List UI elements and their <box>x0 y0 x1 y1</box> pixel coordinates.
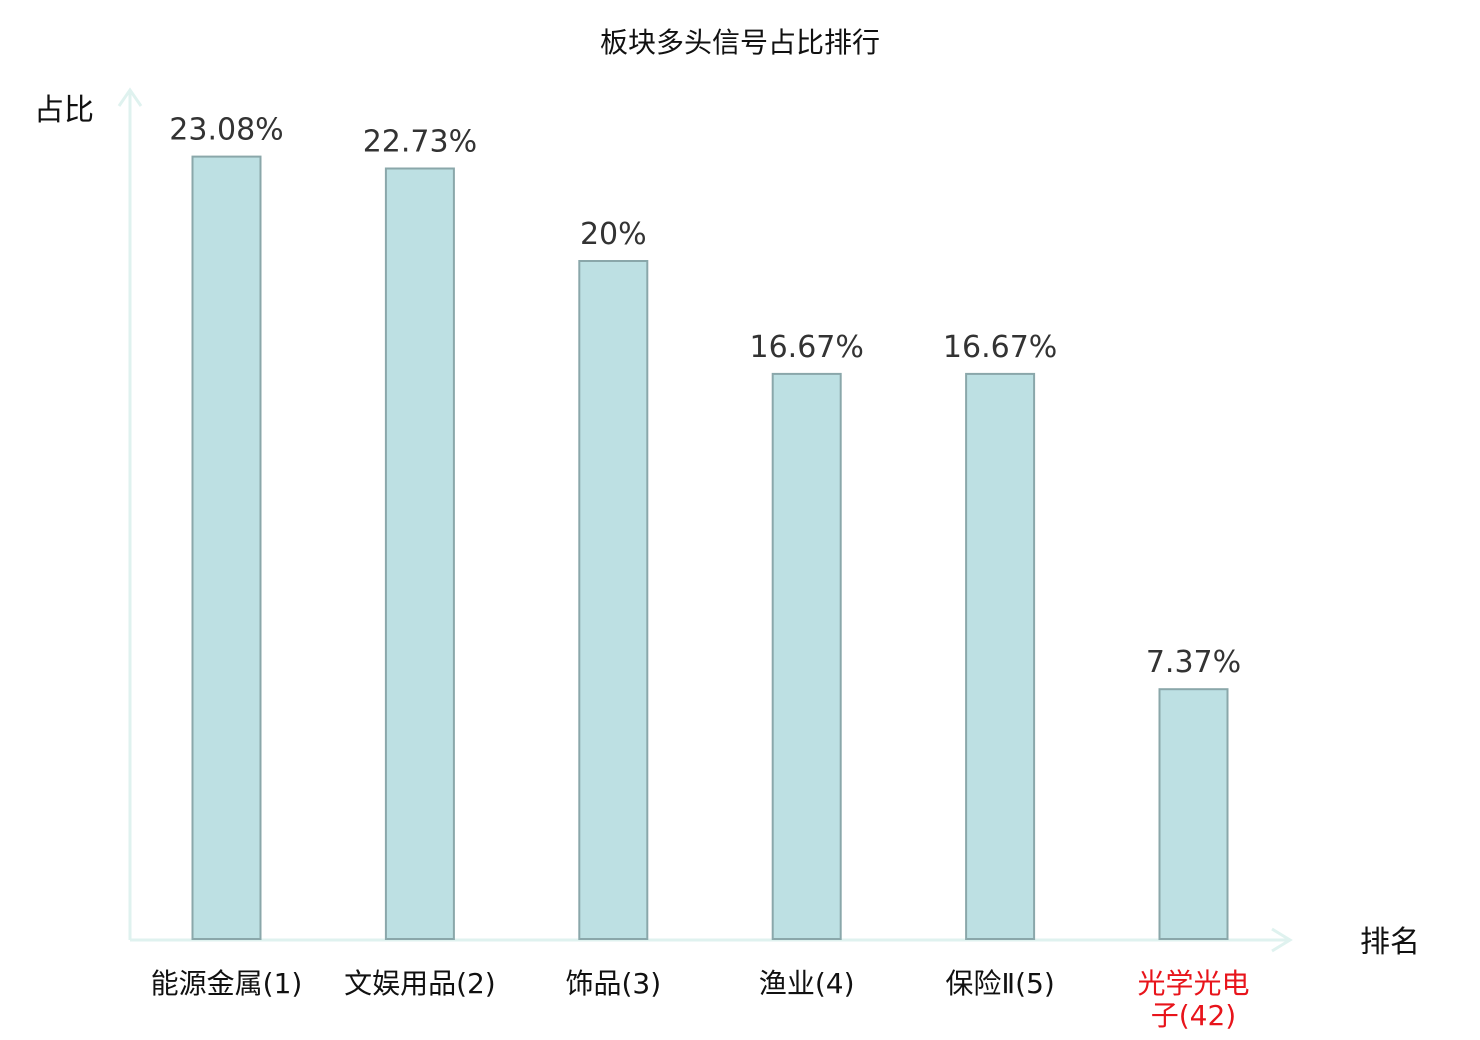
bar <box>191 155 262 941</box>
bar <box>965 372 1036 940</box>
bar <box>771 372 842 940</box>
category-label: 能源金属(1) <box>151 967 303 1000</box>
value-label: 16.67% <box>943 330 1057 365</box>
category-label: 渔业(4) <box>759 967 855 1000</box>
x-axis-arrow-icon <box>1271 927 1293 953</box>
x-axis-label: 排名 <box>1360 925 1420 960</box>
bar <box>578 260 649 940</box>
y-axis-label: 占比 <box>34 93 94 128</box>
value-label: 22.73% <box>363 125 477 160</box>
value-label: 23.08% <box>169 113 283 148</box>
category-label: 饰品(3) <box>565 967 661 1000</box>
bar <box>1158 688 1229 941</box>
category-label: 文娱用品(2) <box>344 967 496 1000</box>
bars-group: 23.08% 能源金属(1) 22.73% 文娱用品(2) 20% 饰品(3) 16.67%… <box>151 113 1250 1032</box>
category-label: 光学光电子(42) <box>1137 967 1249 1032</box>
category-label: 保险Ⅱ(5) <box>945 967 1054 1000</box>
y-axis-arrow-icon <box>117 87 143 107</box>
chart-title: 板块多头信号占比排行 <box>600 26 880 59</box>
value-label: 20% <box>580 217 647 252</box>
bar <box>384 167 455 940</box>
value-label: 7.37% <box>1146 645 1241 680</box>
value-label: 16.67% <box>750 330 864 365</box>
